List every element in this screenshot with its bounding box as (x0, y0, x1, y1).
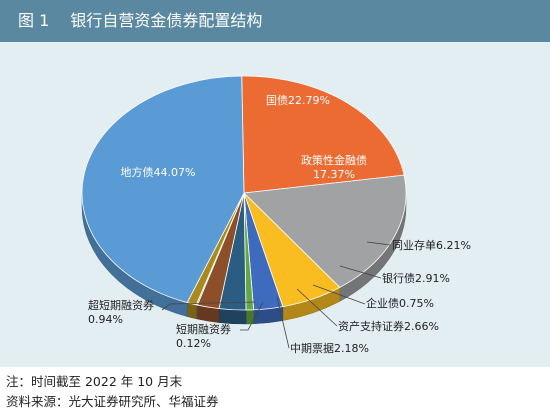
slice-labels: 国债22.79% 政策性金融债 17.37% 同业存单6.21% 银行债2.91% 企业债… (88, 93, 471, 355)
slice-label-line: 中期票据2.18% (290, 341, 369, 355)
slice-label-国债: 国债22.79% (266, 93, 330, 107)
slice-label-中期票据: 中期票据2.18% (290, 341, 369, 355)
slice-label-line: 企业债0.75% (366, 296, 434, 310)
slice-label-同业存单: 同业存单6.21% (392, 238, 471, 252)
slice-label-line: 短期融资券 (176, 322, 231, 336)
slice-label-超短期融资券: 超短期融资券 0.94% (88, 298, 154, 326)
slice-label-短期融资券: 短期融资券 0.12% (176, 322, 231, 350)
slice-label-line: 政策性金融债 (301, 153, 367, 167)
leader-line-中期票据 (276, 296, 290, 349)
footnote-note: 注：时间截至 2022 年 10 月末 (6, 374, 183, 389)
slice-label-line: 0.12% (176, 337, 211, 350)
pie-chart: 国债22.79% 政策性金融债 17.37% 同业存单6.21% 银行债2.91% 企业债… (81, 75, 471, 355)
slice-label-政策性金融债: 政策性金融债 17.37% (301, 153, 367, 181)
slice-label-line: 0.94% (88, 313, 123, 326)
pie-slice-地方债 (81, 75, 245, 304)
leader-line-超短期融资券 (161, 301, 257, 311)
slice-label-line: 同业存单6.21% (392, 238, 471, 252)
slice-label-line: 地方债44.07% (121, 165, 196, 179)
leader-line-资产支持证券 (296, 288, 338, 327)
pie-slice-国债 (241, 75, 405, 194)
leader-line-企业债 (312, 284, 366, 305)
slice-label-line: 17.37% (313, 168, 355, 181)
chart-panel: 国债22.79% 政策性金融债 17.37% 同业存单6.21% 银行债2.91% 企业债… (0, 42, 550, 367)
slice-label-银行债: 银行债2.91% (382, 271, 450, 285)
figure-number: 图 1 (18, 11, 50, 30)
figure-title: 银行自营资金债券配置结构 (70, 11, 263, 30)
leader-line-短期融资券 (240, 301, 264, 331)
leader-line-同业存单 (366, 241, 391, 246)
slice-label-地方债: 地方债44.07% (121, 165, 196, 179)
slice-label-line: 国债22.79% (266, 93, 330, 107)
pie-side-超短期融资券 (186, 302, 197, 320)
footnote-source: 资料来源：光大证券研究所、华福证券 (6, 394, 219, 409)
pie-tops (81, 75, 407, 311)
pie-side-资产支持证券 (218, 308, 247, 325)
leader-lines (161, 241, 391, 349)
leader-line-银行债 (339, 265, 382, 279)
pie-slice-政策性金融债 (243, 174, 407, 288)
slice-label-line: 银行债2.91% (382, 271, 450, 285)
slice-label-line: 资产支持证券2.66% (338, 319, 439, 333)
figure-header: 图 1 银行自营资金债券配置结构 (0, 0, 550, 42)
slice-label-企业债: 企业债0.75% (366, 296, 434, 310)
slice-label-line: 超短期融资券 (88, 298, 154, 312)
slice-label-资产支持证券: 资产支持证券2.66% (338, 319, 439, 333)
